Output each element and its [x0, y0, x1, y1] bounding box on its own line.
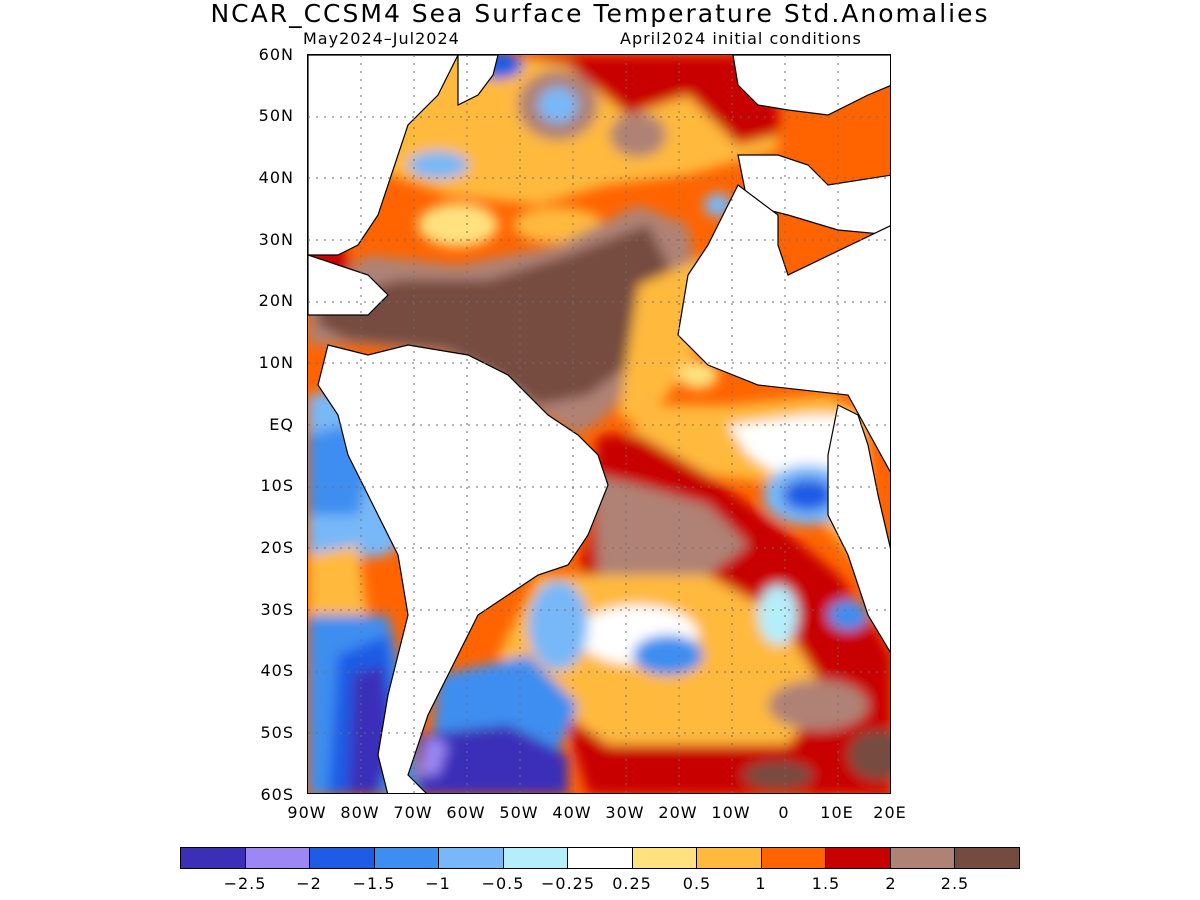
colorbar-swatch [761, 848, 827, 868]
colorbar-swatch [439, 848, 504, 868]
lon-label-20e: 20E [873, 803, 907, 822]
lat-label-60n: 60N [258, 45, 294, 64]
colorbar-label: −1.5 [352, 874, 396, 893]
colorbar-label: 1 [755, 874, 767, 893]
colorbar-swatch [632, 848, 698, 868]
colorbar-label: −2 [296, 874, 322, 893]
colorbar-swatch [181, 848, 246, 868]
colorbar-label: −1 [425, 874, 451, 893]
lon-label-80w: 80W [340, 803, 380, 822]
lat-label-40n: 40N [258, 168, 294, 187]
lon-label-30w: 30W [605, 803, 645, 822]
colorbar-swatch [826, 848, 891, 868]
grid [308, 55, 890, 793]
lat-label-10n: 10N [258, 353, 294, 372]
lon-label-20w: 20W [658, 803, 698, 822]
lon-label-40w: 40W [552, 803, 592, 822]
chart-title: NCAR_CCSM4 Sea Surface Temperature Std.A… [210, 0, 990, 28]
colorbar-swatch [245, 848, 311, 868]
colorbar-label: −0.25 [540, 874, 596, 893]
lat-label-10s: 10S [260, 476, 294, 495]
map-canvas [308, 55, 890, 793]
anomaly-fields [308, 55, 890, 793]
lat-label-50s: 50S [260, 723, 294, 742]
lon-label-0: 0 [778, 803, 790, 822]
colorbar-swatch [503, 848, 569, 868]
lon-label-50w: 50W [499, 803, 539, 822]
lat-label-50n: 50N [258, 106, 294, 125]
lat-label-40s: 40S [260, 661, 294, 680]
land [308, 55, 890, 793]
lat-label-eq: EQ [269, 415, 294, 434]
colorbar-label: 2.5 [940, 874, 970, 893]
colorbar-label: 0.25 [612, 874, 652, 893]
lat-label-30s: 30S [260, 600, 294, 619]
colorbar-swatch [955, 848, 1019, 868]
lat-label-30n: 30N [258, 230, 294, 249]
colorbar-label: 1.5 [811, 874, 841, 893]
lat-label-20n: 20N [258, 291, 294, 310]
colorbar-swatch [890, 848, 956, 868]
initial-conditions: April2024 initial conditions [620, 29, 862, 48]
lon-label-90w: 90W [287, 803, 327, 822]
anomaly-map [307, 54, 891, 794]
lat-label-60s: 60S [260, 785, 294, 804]
colorbar-label: 2 [885, 874, 897, 893]
lon-label-70w: 70W [393, 803, 433, 822]
colorbar-label: −2.5 [223, 874, 267, 893]
lat-label-20s: 20S [260, 538, 294, 557]
colorbar-swatch [374, 848, 440, 868]
colorbar-swatch [310, 848, 375, 868]
colorbar [180, 847, 1020, 869]
lon-label-10e: 10E [820, 803, 854, 822]
colorbar-swatch [697, 848, 762, 868]
forecast-period: May2024–Jul2024 [303, 29, 460, 48]
colorbar-label: 0.5 [682, 874, 712, 893]
lon-label-60w: 60W [446, 803, 486, 822]
colorbar-label: −0.5 [481, 874, 525, 893]
colorbar-swatch [568, 848, 633, 868]
lon-label-10w: 10W [711, 803, 751, 822]
